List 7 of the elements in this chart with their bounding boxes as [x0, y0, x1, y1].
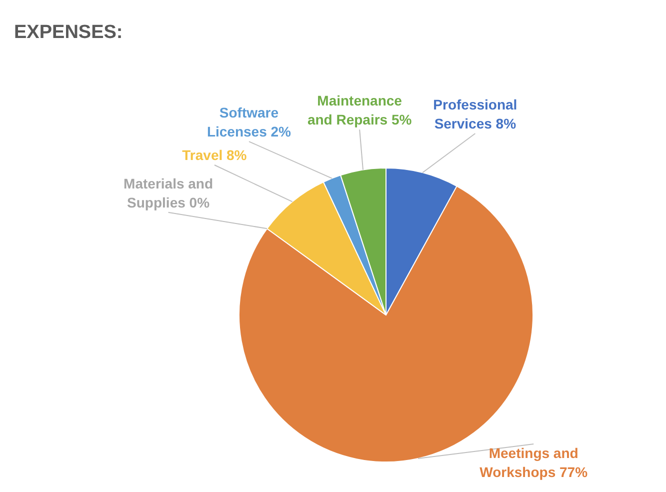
chart-title: EXPENSES:	[14, 22, 123, 43]
slice-label: Travel 8%	[182, 147, 248, 164]
slice-label: Maintenance and Repairs 5%	[307, 92, 412, 128]
category-label: Materials and Supplies 0%	[124, 175, 214, 210]
slice-label: Professional Services 8%	[433, 96, 518, 132]
slice-label: Meetings and Workshops 77%	[480, 445, 588, 480]
slice-label: Software Licenses 2%	[206, 104, 292, 140]
